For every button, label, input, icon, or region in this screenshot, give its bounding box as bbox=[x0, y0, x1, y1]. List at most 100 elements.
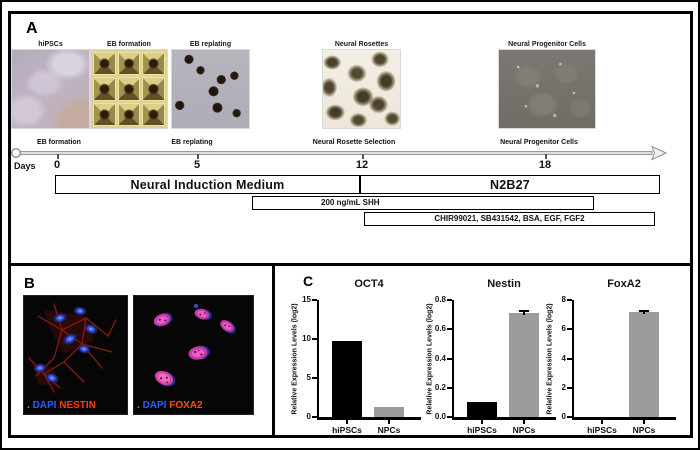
micrograph-npc-image bbox=[499, 50, 595, 128]
panel-divider-vertical bbox=[272, 263, 275, 438]
bar-npcs bbox=[374, 406, 404, 417]
micrograph-label-npc: Neural Progenitor Cells bbox=[508, 41, 586, 48]
y-tick-mark bbox=[312, 338, 317, 340]
y-tick-label: 0.4 bbox=[434, 353, 446, 363]
stain-dapi-label: DAPI bbox=[32, 400, 57, 411]
scale-dot-icon: . bbox=[137, 400, 140, 411]
y-axis-line bbox=[572, 300, 574, 419]
y-tick-mark bbox=[312, 416, 317, 418]
factor-bar-shh: 200 ng/mL SHH bbox=[252, 196, 594, 210]
stage-label-eb-formation: EB formation bbox=[37, 138, 81, 146]
y-axis-line bbox=[452, 300, 454, 419]
y-tick-mark bbox=[312, 377, 317, 379]
immunofluorescence-foxa2-image: . DAPI FOXA2 bbox=[134, 296, 253, 414]
factor-bar-shh-label: 200 ng/mL SHH bbox=[321, 198, 380, 208]
x-tick-mark bbox=[388, 419, 390, 424]
timeline-arrowhead-icon bbox=[651, 145, 668, 161]
scale-dot-icon: . bbox=[27, 400, 30, 411]
x-tick-mark bbox=[481, 419, 483, 424]
day-number-12: 12 bbox=[355, 159, 369, 171]
y-axis-label: Relative Expression Levels (log2) bbox=[291, 302, 299, 415]
x-category-label: hiPSCs bbox=[332, 425, 362, 435]
bar-chart-oct4: OCT4 Relative Expression Levels (log2) 0 5 1… bbox=[285, 272, 423, 438]
day-tick-18 bbox=[545, 154, 547, 159]
nestin-cells-graphic bbox=[24, 296, 127, 414]
y-tick-label: 0.8 bbox=[434, 295, 446, 304]
medium-bar-n2b27-label: N2B27 bbox=[490, 177, 530, 192]
immunofluorescence-nestin-image: . DAPI NESTIN bbox=[24, 296, 127, 414]
error-bar-cap bbox=[519, 310, 529, 312]
error-bar-line bbox=[643, 310, 645, 314]
y-tick-label: 0.6 bbox=[434, 324, 446, 334]
day-tick-5 bbox=[197, 154, 199, 159]
y-axis-line bbox=[317, 300, 319, 419]
stain-foxa2-label: FOXA2 bbox=[169, 400, 203, 411]
micrograph-neural-rosettes-image bbox=[323, 50, 400, 128]
chart-title: Nestin bbox=[487, 278, 521, 290]
stain-nestin-label: NESTIN bbox=[59, 400, 96, 411]
medium-bar-neural-induction-label: Neural Induction Medium bbox=[130, 177, 285, 192]
panel-b-label: B bbox=[24, 275, 35, 292]
bar-hipscs bbox=[332, 340, 362, 417]
error-bar-line bbox=[523, 310, 525, 316]
stage-label-neural-progenitor-cells: Neural Progenitor Cells bbox=[500, 138, 578, 146]
y-tick-mark bbox=[567, 416, 572, 418]
foxa2-nuclei bbox=[153, 308, 236, 387]
y-tick-mark bbox=[567, 299, 572, 301]
stage-label-eb-replating: EB replating bbox=[171, 138, 213, 146]
bar-chart-foxa2: FoxA2 Relative Expression Levels (log2) 0 2… bbox=[540, 272, 678, 438]
microwell bbox=[142, 77, 165, 101]
panel-divider-horizontal bbox=[8, 263, 693, 266]
x-tick-mark bbox=[643, 419, 645, 424]
bar-npcs bbox=[509, 313, 539, 417]
chart-title: OCT4 bbox=[354, 278, 384, 290]
micrograph-eb-formation-image bbox=[91, 50, 167, 128]
x-category-label: NPCs bbox=[632, 425, 656, 435]
bar-chart-nestin: Nestin Relative Expression Levels (log2) 0… bbox=[420, 272, 558, 438]
micrograph-label-hipscs: hiPSCs bbox=[38, 41, 63, 48]
x-tick-mark bbox=[523, 419, 525, 424]
y-tick-mark bbox=[567, 386, 572, 389]
y-tick-mark bbox=[447, 386, 452, 389]
days-axis-label: Days bbox=[14, 161, 36, 171]
y-tick-label: 0 bbox=[306, 412, 311, 421]
medium-bar-neural-induction: Neural Induction Medium bbox=[55, 175, 360, 194]
y-tick-mark bbox=[447, 357, 452, 360]
x-tick-mark bbox=[346, 419, 348, 424]
figure-border bbox=[8, 11, 693, 438]
y-tick-label: 0.2 bbox=[434, 382, 446, 392]
microwell bbox=[142, 102, 165, 126]
x-axis-line bbox=[572, 417, 676, 420]
day-tick-12 bbox=[362, 154, 364, 159]
x-axis-line bbox=[452, 417, 556, 420]
day-tick-0 bbox=[57, 154, 59, 159]
timeline-start-circle-icon bbox=[10, 147, 22, 159]
y-tick-mark bbox=[447, 416, 452, 418]
y-tick-label: 2 bbox=[561, 382, 566, 392]
panel-a-label: A bbox=[26, 20, 38, 37]
stain-dapi-label: DAPI bbox=[142, 400, 167, 411]
y-tick-label: 5 bbox=[306, 373, 311, 382]
medium-bar-n2b27: N2B27 bbox=[360, 175, 660, 194]
microwell bbox=[117, 102, 141, 126]
y-tick-label: 6 bbox=[561, 324, 566, 334]
y-tick-label: 0.0 bbox=[434, 412, 446, 421]
y-tick-label: 4 bbox=[561, 353, 566, 363]
y-tick-mark bbox=[567, 357, 572, 360]
y-tick-mark bbox=[567, 328, 572, 331]
error-bar-cap bbox=[639, 310, 649, 312]
x-category-label: NPCs bbox=[512, 425, 536, 435]
microwell bbox=[142, 52, 165, 76]
y-tick-label: 15 bbox=[302, 295, 311, 304]
x-axis-line bbox=[317, 417, 421, 420]
micrograph-label-eb-replating: EB replating bbox=[189, 41, 232, 48]
factor-bar-small-molecules-label: CHIR99021, SB431542, BSA, EGF, FGF2 bbox=[434, 214, 585, 224]
chart-title: FoxA2 bbox=[607, 278, 641, 290]
x-category-label: hiPSCs bbox=[587, 425, 617, 435]
bar-npcs bbox=[629, 312, 659, 417]
y-tick-label: 0 bbox=[561, 412, 566, 421]
timeline-arrow bbox=[10, 145, 668, 161]
timeline-line bbox=[19, 150, 653, 156]
y-tick-mark bbox=[447, 299, 452, 301]
